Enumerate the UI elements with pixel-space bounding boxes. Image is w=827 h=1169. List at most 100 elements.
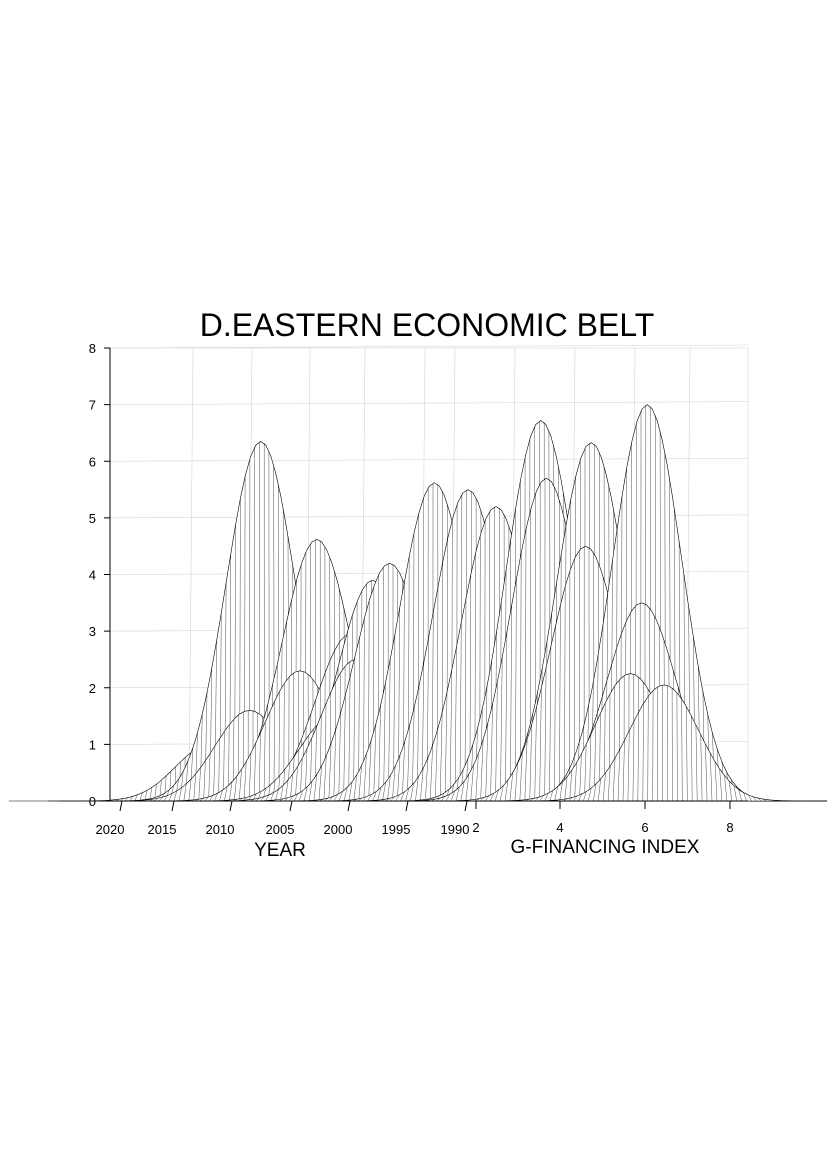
hatch-line <box>323 755 327 802</box>
hatch-line <box>168 793 173 802</box>
hatch-line <box>209 795 214 802</box>
hatch-line <box>757 797 762 802</box>
hatch-line <box>627 730 630 802</box>
hatch-line <box>289 795 294 802</box>
hatch-line <box>444 692 448 802</box>
hatch-line <box>700 734 703 802</box>
hatch-line <box>494 789 499 802</box>
hatch-line <box>263 721 266 802</box>
hatch-line <box>214 793 218 802</box>
hatch-line <box>748 794 752 802</box>
hatch-line <box>559 782 563 802</box>
hatch-line <box>559 605 561 802</box>
hatch-line <box>402 741 405 802</box>
hatch-line <box>569 770 573 802</box>
hatch-line <box>622 740 625 802</box>
year-tick-label: 1990 <box>441 822 470 837</box>
index-tick-label: 4 <box>556 820 563 835</box>
hatch-line <box>500 657 503 802</box>
hatch-line <box>504 779 509 802</box>
hatch-line <box>243 761 247 802</box>
hatch-line <box>188 779 192 802</box>
hatch-line <box>198 767 201 802</box>
grid-line-v <box>188 347 194 802</box>
hatch-line <box>280 785 284 802</box>
hatch-line <box>612 758 616 802</box>
hatch-line <box>617 749 620 802</box>
hatch-line <box>691 715 693 802</box>
y-tick-label: 2 <box>89 681 96 696</box>
hatch-line <box>480 797 485 802</box>
hatch-line <box>229 781 233 802</box>
hatch-line <box>368 740 372 802</box>
y-tick-label: 5 <box>89 511 96 526</box>
hatch-line <box>290 774 293 802</box>
hatch-line <box>588 788 592 802</box>
hatch-line <box>328 796 334 802</box>
hatch-line <box>519 752 523 802</box>
hatch-line <box>583 791 587 802</box>
hatch-line <box>584 744 587 802</box>
hatch-line <box>568 797 573 802</box>
hatch-line <box>435 729 438 802</box>
hatch-line <box>574 762 577 802</box>
chart-title: D.EASTERN ECONOMIC BELT <box>200 307 655 343</box>
hatch-line <box>382 782 386 802</box>
hatch-line <box>387 775 391 802</box>
hatch-line <box>564 776 568 802</box>
hatch-line <box>515 578 517 802</box>
grid-line-h <box>109 401 749 405</box>
hatch-line <box>439 712 443 802</box>
hatch-line <box>400 792 405 802</box>
hatch-line <box>573 795 578 802</box>
year-tick-label: 2000 <box>324 822 353 837</box>
index-tick-label: 2 <box>472 820 479 835</box>
hatch-line <box>578 793 582 802</box>
hatch-line <box>392 766 396 802</box>
hatch-line <box>204 796 209 802</box>
hatch-line <box>373 724 377 802</box>
year-tick-mark <box>289 800 293 812</box>
year-tick-mark <box>347 800 351 812</box>
hatch-line <box>343 787 348 802</box>
grid-line-h <box>109 344 749 349</box>
surface-hatching <box>563 684 767 802</box>
hatch-line <box>420 768 424 802</box>
hatch-line <box>593 783 597 802</box>
year-tick-label: 2005 <box>266 822 295 837</box>
y-tick-label: 1 <box>89 737 96 752</box>
hatch-line <box>485 795 490 802</box>
hatch-line <box>729 781 732 802</box>
hatch-line <box>303 786 308 802</box>
y-tick-label: 3 <box>89 624 96 639</box>
hatch-line <box>505 631 508 802</box>
hatch-line <box>377 787 382 802</box>
hatch-line <box>219 790 223 802</box>
hatch-line <box>395 794 400 802</box>
hatch-line <box>134 794 138 802</box>
hatch-line <box>450 791 455 802</box>
hatch-line <box>203 760 206 802</box>
hatch-line <box>752 796 757 802</box>
y-tick-label: 7 <box>89 398 96 413</box>
hatch-line <box>298 790 303 802</box>
hatch-line <box>549 790 553 802</box>
hatch-line <box>275 789 279 802</box>
hatch-line <box>714 761 718 802</box>
hatch-line <box>163 795 168 802</box>
hatch-line <box>124 797 129 802</box>
hatch-line <box>724 775 728 802</box>
hatch-line <box>544 793 549 802</box>
hatch-line <box>509 772 513 802</box>
hatch-line <box>681 698 683 802</box>
hatch-line <box>470 765 474 802</box>
hatch-line <box>193 773 196 802</box>
hatch-line <box>258 732 261 802</box>
hatch-line <box>343 695 346 802</box>
hatch-line <box>686 706 688 802</box>
year-tick-mark <box>171 800 175 812</box>
hatch-line <box>367 794 372 802</box>
hatch-line <box>514 763 518 802</box>
hatch-line <box>569 570 571 802</box>
